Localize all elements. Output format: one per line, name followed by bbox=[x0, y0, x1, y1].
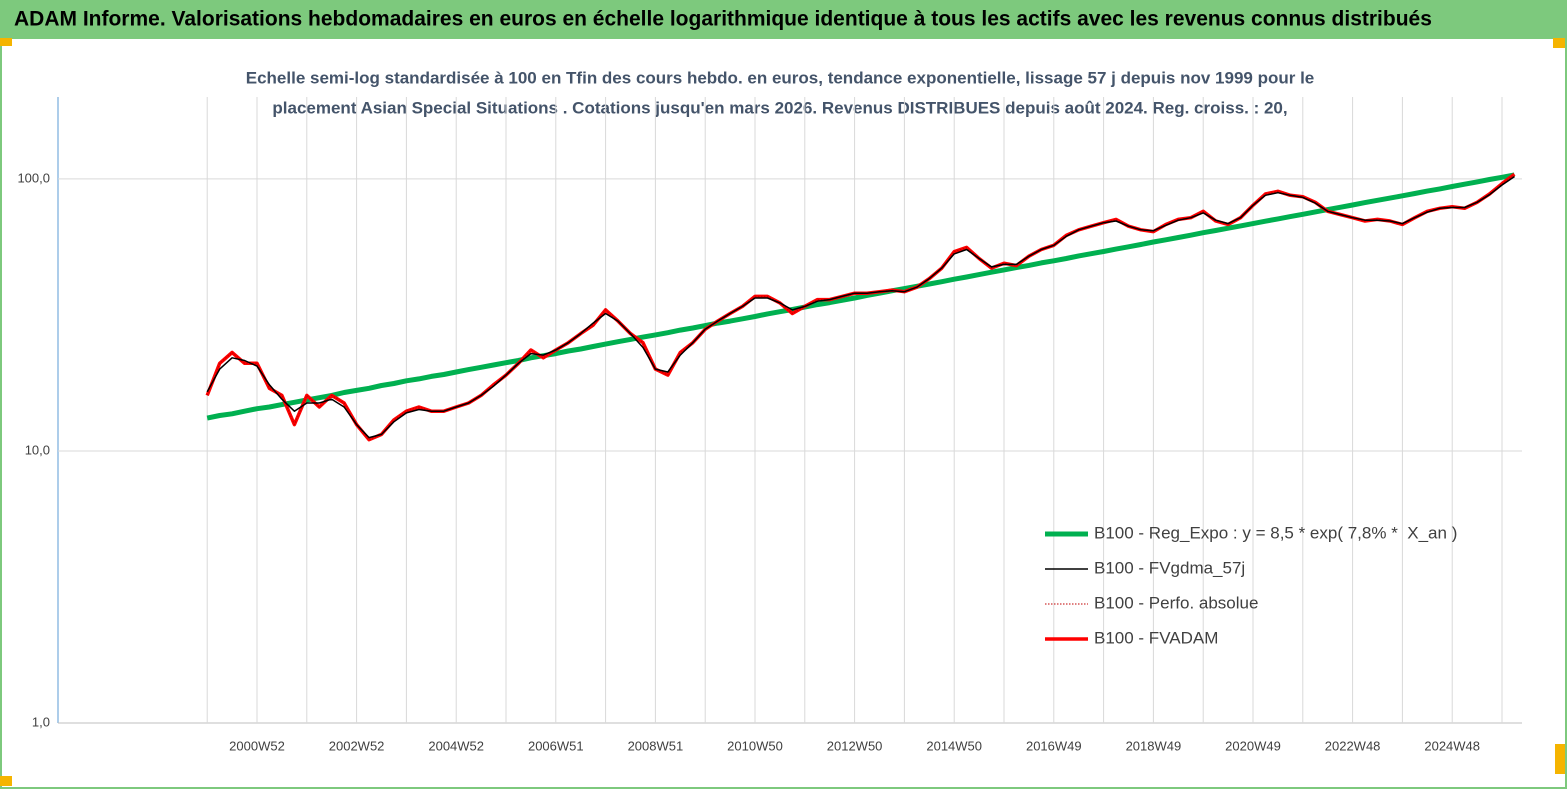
x-tick-label: 2004W52 bbox=[428, 738, 484, 753]
x-tick-label: 2020W49 bbox=[1225, 738, 1281, 753]
chart-subtitle: Echelle semi-log standardisée à 100 en T… bbox=[246, 68, 1315, 87]
x-tick-label: 2006W51 bbox=[528, 738, 584, 753]
x-tick-label: 2018W49 bbox=[1126, 738, 1182, 753]
title-banner bbox=[0, 0, 1567, 38]
chart-subtitle: placement Asian Special Situations . Cot… bbox=[272, 98, 1287, 117]
x-tick-label: 2022W48 bbox=[1325, 738, 1381, 753]
corner-mark bbox=[0, 38, 12, 46]
chart-title: ADAM Informe. Valorisations hebdomadaire… bbox=[14, 8, 1432, 31]
x-tick-label: 2008W51 bbox=[628, 738, 684, 753]
series-line bbox=[205, 172, 1516, 442]
series-line bbox=[206, 173, 1515, 441]
y-tick-label: 10,0 bbox=[25, 442, 50, 457]
corner-mark bbox=[1553, 38, 1565, 48]
x-tick-label: 2024W48 bbox=[1424, 738, 1480, 753]
x-tick-label: 2010W50 bbox=[727, 738, 783, 753]
legend-label: B100 - Reg_Expo : y = 8,5 * exp( 7,8% * … bbox=[1094, 523, 1457, 542]
x-tick-label: 2002W52 bbox=[329, 738, 385, 753]
series-line bbox=[206, 172, 1515, 421]
corner-mark bbox=[0, 776, 12, 786]
legend-label: B100 - Perfo. absolue bbox=[1094, 593, 1258, 612]
legend-label: B100 - FVADAM bbox=[1094, 628, 1218, 647]
x-tick-label: 2000W52 bbox=[229, 738, 285, 753]
legend-label: B100 - FVgdma_57j bbox=[1094, 558, 1245, 577]
frame bbox=[0, 37, 1567, 789]
x-tick-label: 2016W49 bbox=[1026, 738, 1082, 753]
x-tick-label: 2012W50 bbox=[827, 738, 883, 753]
y-tick-label: 100,0 bbox=[17, 170, 50, 185]
y-tick-label: 1,0 bbox=[32, 714, 50, 729]
x-tick-label: 2014W50 bbox=[926, 738, 982, 753]
series-line bbox=[206, 175, 1515, 439]
corner-mark bbox=[1555, 744, 1565, 774]
